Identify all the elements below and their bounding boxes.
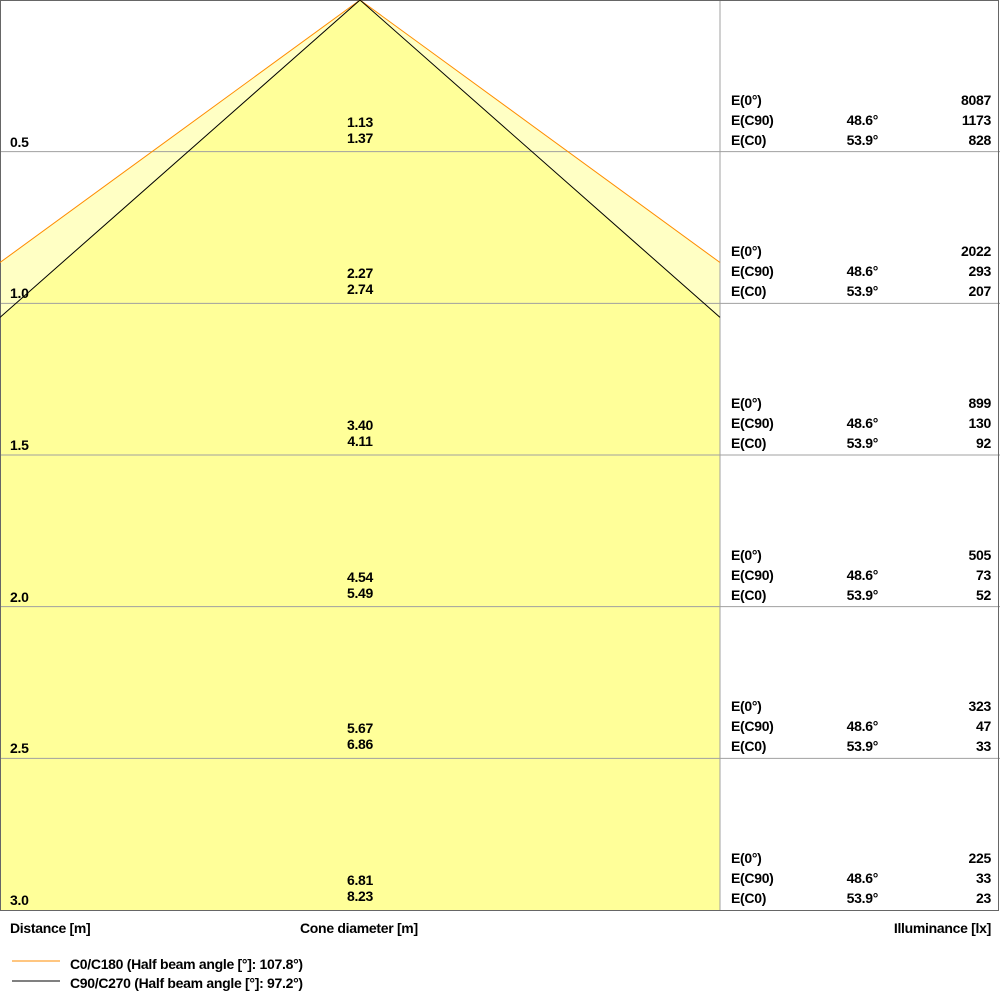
distance-label: 1.0 [10,285,29,302]
cone-diameter-c90: 2.27 [346,265,374,282]
e0-value: 225 [968,850,992,866]
e0-value: 899 [968,395,992,411]
cone-diameter-c0: 8.23 [346,888,374,904]
ec90-label: E(C90) [731,566,774,583]
cone-diameter-c90: 4.54 [346,568,374,585]
ec0-value: 828 [968,131,992,148]
e0-value: 505 [968,546,992,563]
cone-diameter-c90: 1.13 [346,113,374,130]
angle-c0: 53.9° [846,738,879,755]
cone-diameter-c90: 3.40 [346,417,374,433]
ec90-value: 130 [968,415,992,431]
distance-label: 0.5 [10,133,29,150]
distance-label: 2.5 [10,740,29,757]
distance-label: 2.0 [10,588,29,605]
cone-diameter-c90: 6.81 [346,872,374,888]
e0-label: E(0°) [731,91,762,108]
ec90-label: E(C90) [731,263,774,280]
cone-diameter-c0: 5.49 [346,584,374,601]
ec0-label: E(C0) [731,283,767,300]
angle-c0: 53.9° [846,283,879,300]
angle-c90: 48.6° [846,566,879,583]
ec90-value: 47 [976,718,991,735]
e0-label: E(0°) [731,546,762,563]
ec90-value: 1173 [961,111,991,128]
ec0-value: 23 [976,890,991,906]
ec0-value: 33 [976,738,991,755]
legend-c90: C90/C270 (Half beam angle [°]: 97.2°) [70,975,303,991]
ec0-value: 92 [976,435,991,451]
angle-c0: 53.9° [846,586,879,603]
cone-diameter-c0: 2.74 [346,281,374,298]
legend-c0: C0/C180 (Half beam angle [°]: 107.8°) [70,956,303,972]
ec90-value: 293 [968,263,992,280]
angle-c0: 53.9° [846,131,879,148]
ec90-label: E(C90) [731,870,774,886]
angle-c90: 48.6° [846,111,879,128]
e0-label: E(0°) [731,395,762,411]
ec90-label: E(C90) [731,111,774,128]
distance-label: 3.0 [10,892,29,908]
ec0-label: E(C0) [731,738,767,755]
frame [0,0,999,911]
ec0-value: 207 [968,283,992,300]
c0-beam-line [0,0,721,263]
ec90-value: 73 [976,566,991,583]
e0-value: 323 [968,698,992,715]
angle-c90: 48.6° [846,718,879,735]
e0-label: E(0°) [731,698,762,715]
ec90-value: 33 [976,870,991,886]
angle-c90: 48.6° [846,415,879,431]
c90-beam-line [0,0,721,318]
cone-diameter-c0: 1.37 [346,129,374,146]
illuminance-label: Illuminance [lx] [893,920,991,936]
distance-label: 1.5 [10,437,29,453]
ec0-label: E(C0) [731,586,767,603]
cone-diameter-c90: 5.67 [346,720,374,737]
angle-c0: 53.9° [846,435,879,451]
ec0-label: E(C0) [731,890,767,906]
e0-value: 8087 [961,91,991,108]
ec0-label: E(C0) [731,435,767,451]
ec90-label: E(C90) [731,718,774,735]
ec0-value: 52 [976,586,991,603]
cone-diameter-c0: 4.11 [347,433,373,449]
angle-c0: 53.9° [846,890,879,906]
e0-label: E(0°) [731,243,762,260]
angle-c90: 48.6° [846,870,879,886]
ec90-label: E(C90) [731,415,774,431]
ec0-label: E(C0) [731,131,767,148]
e0-label: E(0°) [731,850,762,866]
e0-value: 2022 [961,243,991,260]
angle-c90: 48.6° [846,263,879,280]
cone-diameter-c0: 6.86 [346,736,374,753]
x-axis-label: Distance [m] [10,920,91,936]
cone-diameter-label: Cone diameter [m] [300,920,418,936]
